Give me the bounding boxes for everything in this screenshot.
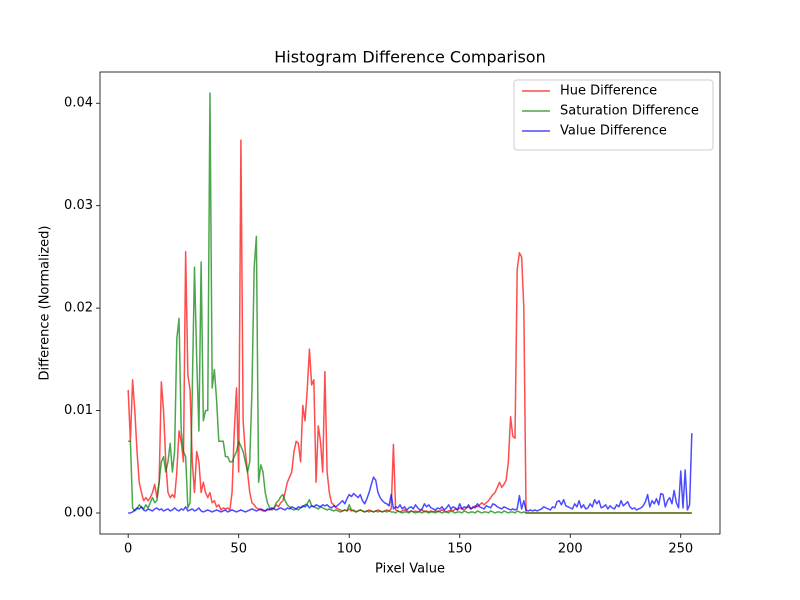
legend-label: Hue Difference (560, 84, 657, 99)
legend-label: Value Difference (560, 124, 667, 139)
y-axis-label: Difference (Normalized) (38, 225, 53, 380)
x-tick-label: 200 (558, 542, 583, 557)
x-tick-label: 100 (337, 542, 362, 557)
chart-title: Histogram Difference Comparison (274, 48, 545, 67)
plot-frame (99, 71, 721, 535)
y-tick-label: 0.02 (64, 301, 93, 316)
series-line (128, 433, 693, 514)
y-tick-label: 0.00 (64, 506, 93, 521)
y-tick-label: 0.01 (64, 403, 93, 418)
series-line (128, 92, 692, 514)
x-tick-label: 0 (124, 542, 132, 557)
legend: Hue Difference Saturation Difference Value… (513, 79, 714, 151)
x-tick-label: 250 (668, 542, 693, 557)
y-tick-label: 0.03 (64, 198, 93, 213)
x-axis-label: Pixel Value (375, 562, 445, 577)
x-tick-label: 50 (230, 542, 247, 557)
legend-box (513, 79, 714, 151)
legend-label: Saturation Difference (560, 104, 699, 119)
y-tick-label: 0.04 (64, 96, 93, 111)
x-tick-label: 150 (447, 542, 472, 557)
